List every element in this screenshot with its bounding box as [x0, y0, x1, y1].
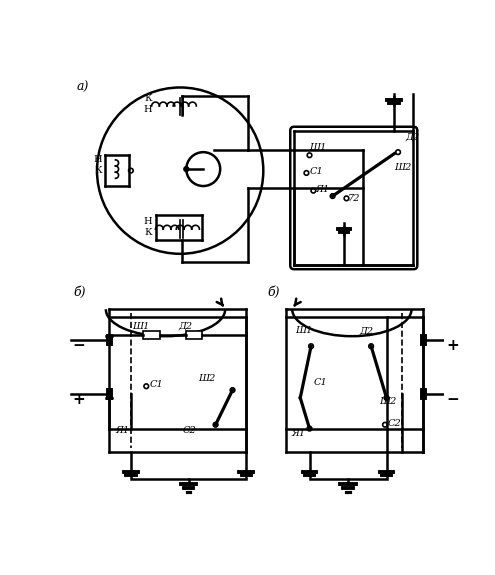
Text: К: К [94, 166, 101, 175]
Text: Н: Н [144, 105, 152, 113]
Text: С1: С1 [313, 378, 327, 387]
Text: +: + [72, 392, 85, 407]
Text: Ш2: Ш2 [198, 374, 215, 383]
Text: Н: Н [94, 155, 102, 164]
Text: Ш2: Ш2 [379, 397, 396, 406]
Text: Ш1: Ш1 [309, 143, 327, 152]
FancyBboxPatch shape [290, 126, 417, 269]
Text: Ш1: Ш1 [133, 321, 150, 331]
Text: Д2: Д2 [179, 321, 193, 331]
Text: Ш1: Ш1 [296, 326, 313, 335]
Text: Д2: Д2 [406, 132, 420, 141]
Bar [186, 331, 202, 339]
Bar [143, 331, 160, 339]
Text: С2: С2 [388, 419, 402, 428]
Text: б): б) [267, 286, 280, 299]
Text: +: + [446, 338, 459, 352]
Text: −: − [72, 338, 85, 352]
Circle shape [184, 167, 189, 171]
Text: К: К [144, 228, 151, 237]
Text: С1: С1 [309, 167, 323, 176]
Text: Н: Н [144, 217, 152, 226]
Text: б): б) [73, 286, 86, 299]
Text: С1: С1 [149, 380, 163, 389]
Text: Ш2: Ш2 [394, 163, 411, 172]
Text: Я1: Я1 [292, 430, 306, 439]
Text: К: К [144, 94, 151, 103]
Text: Я1: Я1 [115, 427, 130, 435]
Text: −: − [446, 392, 459, 407]
Text: С2: С2 [183, 427, 196, 435]
Text: Д2: Д2 [359, 326, 374, 335]
Text: Я1: Я1 [316, 185, 330, 194]
Text: а): а) [77, 81, 89, 94]
Text: 72: 72 [348, 194, 360, 203]
